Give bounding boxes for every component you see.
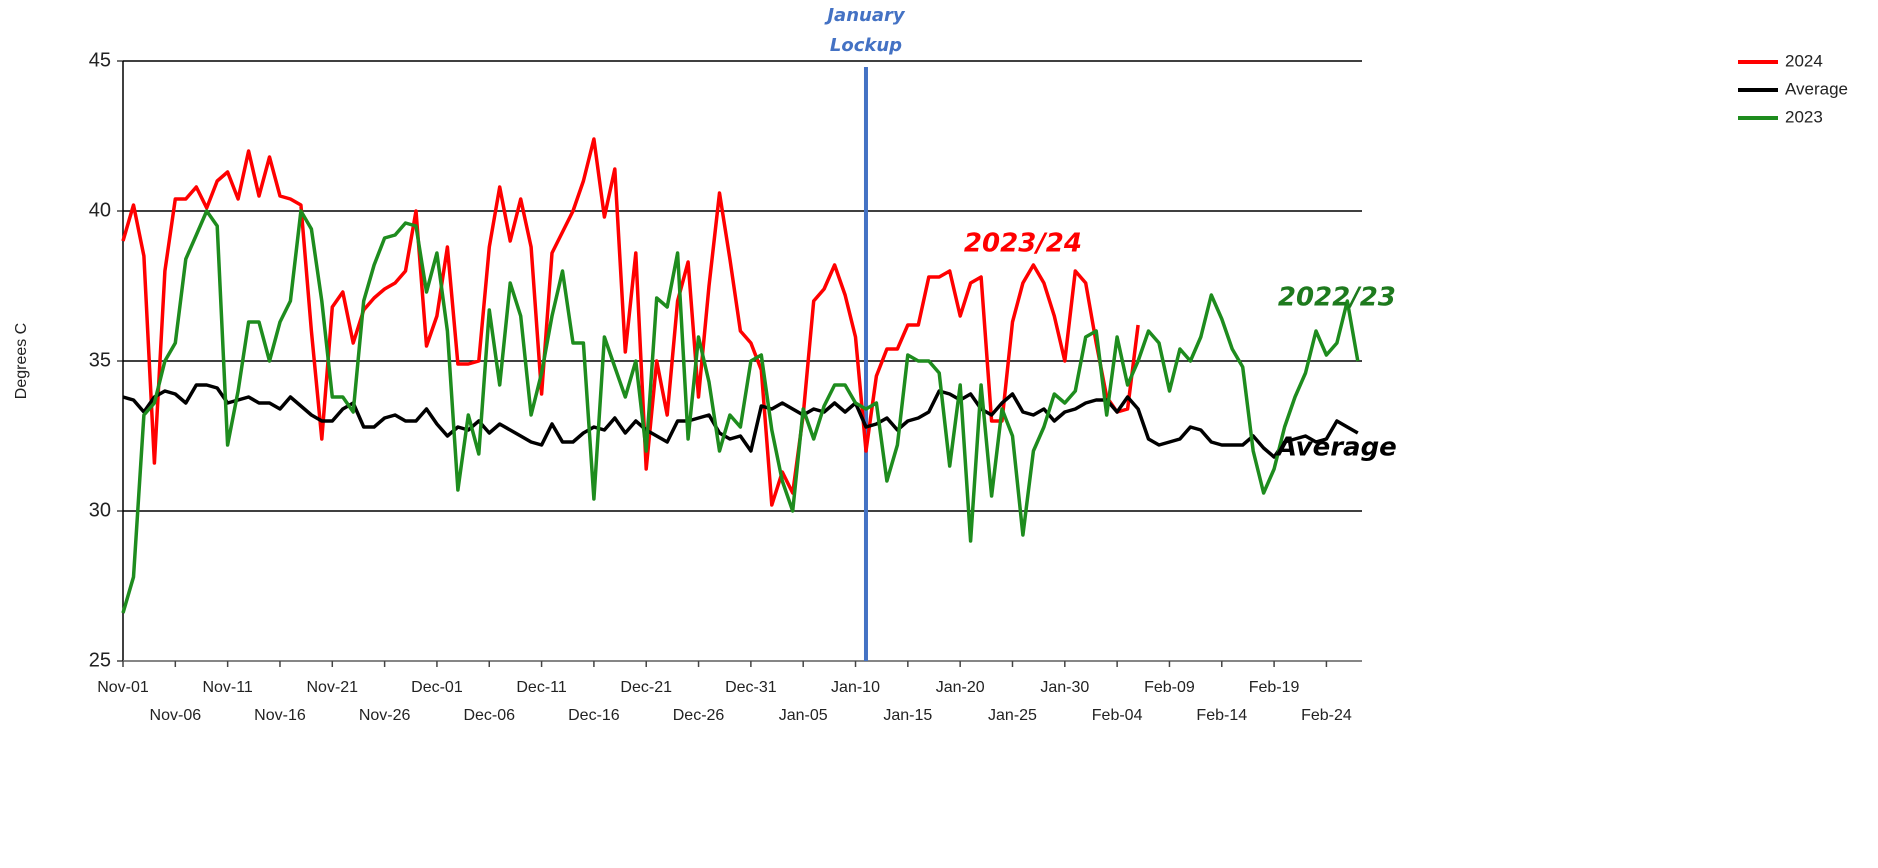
x-tick-label: Jan-30 [1040, 679, 1089, 696]
legend-label: Average [1785, 79, 1848, 98]
x-tick-label: Nov-21 [307, 679, 359, 696]
x-tick-label: Dec-26 [673, 707, 725, 724]
series-annotation: Average [1275, 433, 1397, 463]
x-tick-label: Jan-15 [883, 707, 932, 724]
x-tick-label: Feb-24 [1301, 707, 1352, 724]
x-tick-label: Jan-20 [936, 679, 985, 696]
x-tick-label: Dec-31 [725, 679, 777, 696]
x-tick-label: Nov-11 [202, 679, 252, 696]
lockup-label: January [824, 5, 905, 26]
x-tick-label: Feb-14 [1196, 707, 1247, 724]
x-tick-label: Nov-16 [254, 707, 306, 724]
x-tick-label: Dec-06 [463, 707, 515, 724]
x-tick-label: Jan-25 [988, 707, 1037, 724]
x-tick-label: Jan-05 [779, 707, 828, 724]
x-tick-label: Dec-01 [411, 679, 463, 696]
legend-label: 2024 [1785, 51, 1823, 70]
x-tick-label: Dec-16 [568, 707, 620, 724]
x-tick-label: Feb-04 [1092, 707, 1143, 724]
legend-label: 2023 [1785, 107, 1823, 126]
x-tick-label: Jan-10 [831, 679, 880, 696]
series-annotation: 2022/23 [1278, 283, 1396, 313]
y-tick-label: 40 [89, 199, 111, 221]
lockup-label: Lockup [830, 35, 902, 56]
y-tick-label: 25 [89, 649, 111, 671]
series-annotation: 2023/24 [964, 229, 1082, 259]
series-line [121, 209, 1360, 614]
y-axis-label: Degrees C [13, 323, 30, 399]
y-tick-label: 35 [89, 349, 111, 371]
x-tick-label: Dec-21 [620, 679, 672, 696]
y-tick-label: 45 [89, 49, 111, 71]
x-tick-label: Dec-11 [516, 679, 566, 696]
x-tick-label: Nov-01 [97, 679, 149, 696]
x-tick-label: Feb-09 [1144, 679, 1195, 696]
x-tick-label: Nov-06 [150, 707, 202, 724]
series-line [122, 383, 1359, 459]
series-line [121, 137, 1140, 507]
y-tick-label: 30 [89, 499, 111, 521]
x-tick-label: Nov-26 [359, 707, 411, 724]
x-tick-label: Feb-19 [1249, 679, 1300, 696]
